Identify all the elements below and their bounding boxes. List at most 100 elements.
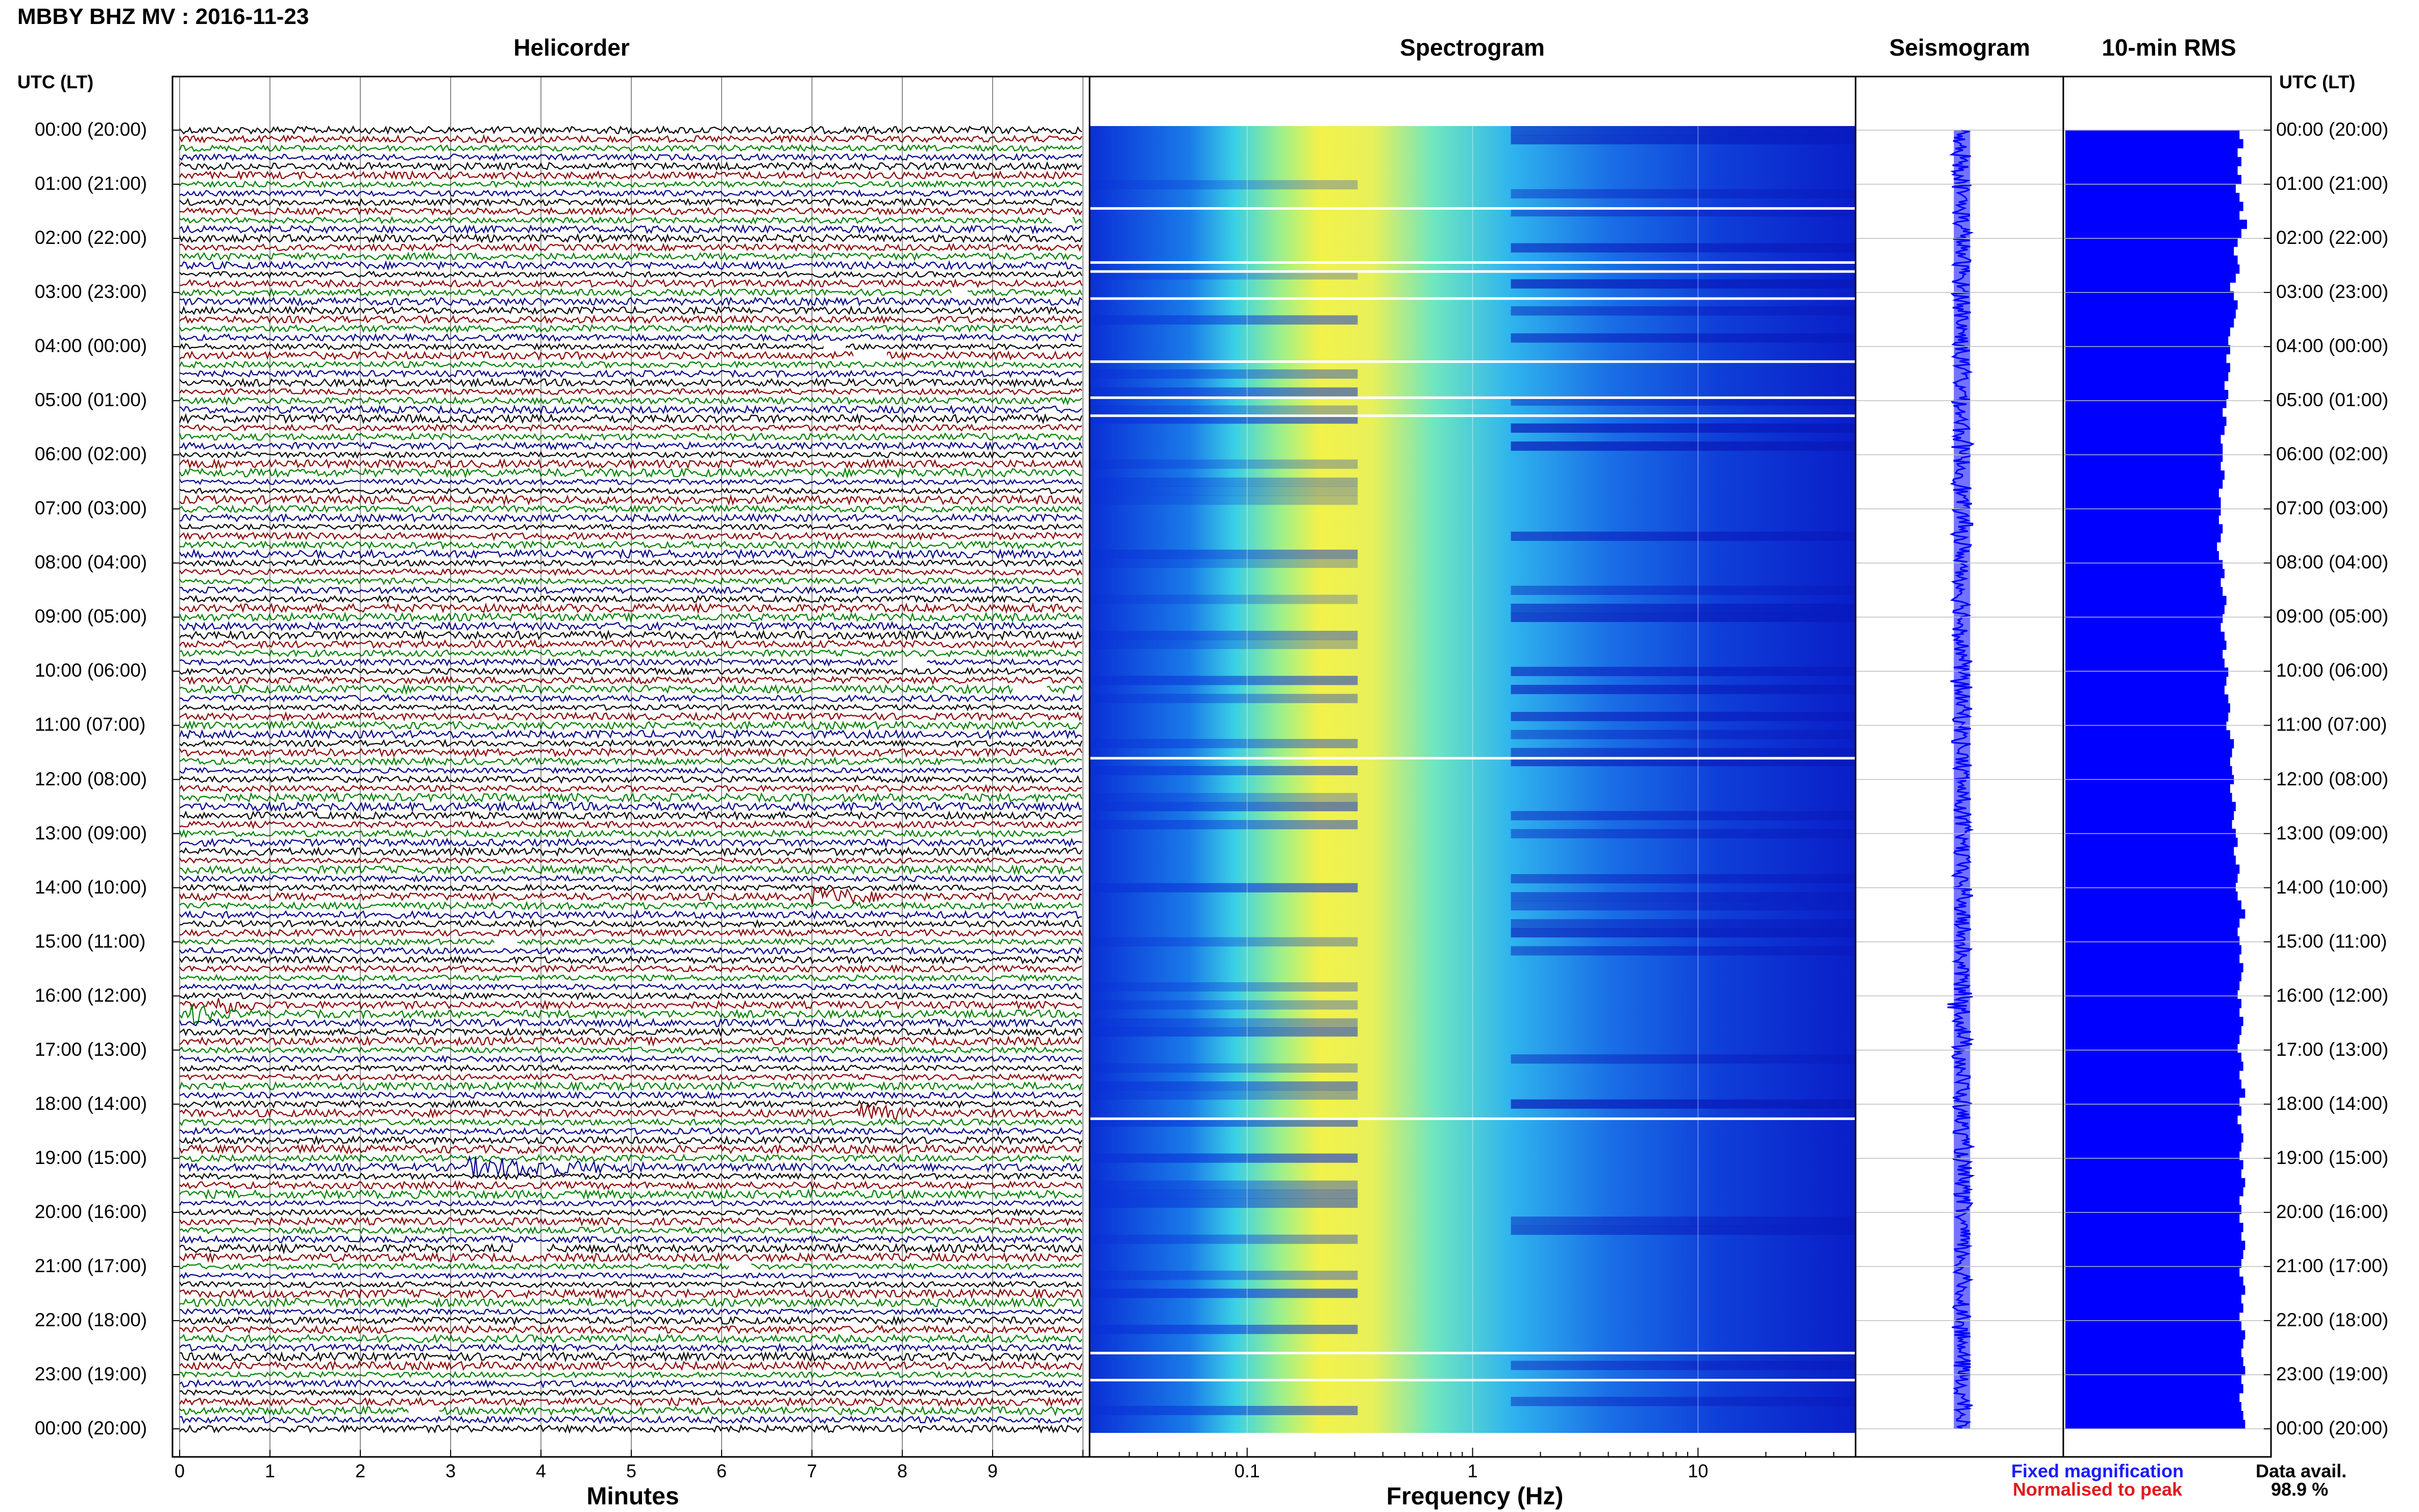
rms-bar <box>2065 1303 2243 1313</box>
spectrogram-strip <box>1090 631 1358 640</box>
helicorder-trace-row <box>179 857 1082 864</box>
helicorder-gap <box>853 350 887 361</box>
rms-bar <box>2065 479 2223 489</box>
helicorder-trace-row <box>179 369 1082 379</box>
helicorder-trace-row <box>179 1035 1082 1047</box>
rms-bar <box>2065 560 2223 569</box>
spectrogram-strip <box>1090 1081 1358 1091</box>
time-label-left: 23:00 (19:00) <box>35 1363 147 1384</box>
rms-bar <box>2065 954 2240 963</box>
rms-bar <box>2065 1052 2241 1062</box>
helicorder-trace-row <box>179 577 1082 586</box>
rms-bar <box>2065 1213 2240 1223</box>
rms-bar <box>2065 640 2227 650</box>
spectrogram-strip <box>1511 919 1856 929</box>
helicorder-traces <box>179 125 1083 1434</box>
helicorder-trace-row <box>179 900 1082 911</box>
frequency-tick-label: 0.1 <box>1234 1460 1260 1481</box>
data-availability-value: 98.9 % <box>2271 1479 2329 1500</box>
rms-bar <box>2065 730 2230 740</box>
spectrogram-strip <box>1511 685 1856 695</box>
rms-bar <box>2065 569 2225 579</box>
rms-bar <box>2065 1249 2243 1259</box>
helicorder-gap <box>823 341 846 352</box>
rms-bar <box>2065 900 2241 910</box>
rms-bar <box>2065 936 2240 946</box>
data-availability-label: Data avail. <box>2256 1460 2347 1481</box>
helicorder-trace-row <box>179 801 1082 813</box>
time-label-right: 13:00 (09:00) <box>2276 822 2389 844</box>
rms-bar <box>2065 927 2238 937</box>
rms-bar <box>2065 1276 2243 1286</box>
rms-bar <box>2065 1133 2243 1143</box>
rms-bar <box>2065 318 2234 328</box>
helicorder-trace-row <box>179 432 1082 441</box>
helicorder-trace-row <box>179 513 1082 523</box>
frequency-tick-label: 1 <box>1467 1460 1478 1481</box>
helicorder-trace-row <box>179 531 1082 541</box>
spectrogram-strip <box>1511 189 1856 199</box>
spectrogram-strip <box>1090 883 1358 893</box>
spectrogram-strip <box>1090 315 1358 325</box>
rms-bar <box>2065 667 2229 677</box>
spectrogram-strip <box>1511 829 1856 838</box>
helicorder-trace-row <box>179 982 1082 991</box>
rms-bar <box>2065 864 2240 874</box>
rms-bar <box>2065 587 2223 597</box>
spectrogram-strip <box>1090 1000 1358 1010</box>
time-label-left: 20:00 (16:00) <box>35 1201 147 1222</box>
spectrogram-strip <box>1090 1018 1358 1028</box>
spectrogram-strip <box>1090 792 1358 803</box>
spectrogram-strip <box>1511 441 1856 451</box>
utc-lt-label-left: UTC (LT) <box>17 71 94 92</box>
spectrogram-gap-line <box>1090 270 1856 273</box>
helicorder-trace-row <box>179 387 1082 396</box>
helicorder-trace-row <box>179 1379 1082 1389</box>
spectrogram-strip <box>1511 874 1856 884</box>
time-label-left: 08:00 (04:00) <box>35 552 147 573</box>
helicorder-trace-row <box>179 548 1083 560</box>
spectrogram-strip <box>1090 369 1358 379</box>
rms-bar <box>2065 488 2219 498</box>
helicorder-trace-row <box>179 1027 1082 1037</box>
helicorder-trace-row <box>179 1102 1082 1120</box>
spectrogram-gap-line <box>1090 297 1856 300</box>
rms-bar <box>2065 255 2238 265</box>
rms-bar <box>2065 1393 2240 1402</box>
helicorder-trace-row <box>179 1090 1082 1100</box>
rms-bar <box>2065 139 2243 148</box>
helicorder-trace-row <box>179 1307 1082 1316</box>
helicorder-trace-row <box>179 144 1082 153</box>
helicorder-trace-row <box>179 1262 1082 1271</box>
helicorder-trace-row <box>179 747 1082 758</box>
rms-bar <box>2065 1241 2245 1250</box>
helicorder-trace-row <box>179 451 1082 459</box>
rms-bar <box>2065 1231 2241 1242</box>
spectrogram-strip <box>1090 1027 1358 1037</box>
spectrogram-strip <box>1511 612 1856 622</box>
rms-bar <box>2065 229 2241 238</box>
helicorder-trace-row <box>179 791 1083 804</box>
helicorder-trace-row <box>179 585 1082 595</box>
helicorder-trace-row <box>179 1297 1082 1309</box>
helicorder-gap <box>494 936 517 947</box>
helicorder-trace-row <box>179 478 1082 486</box>
rms-bar <box>2065 1410 2243 1421</box>
helicorder-trace-row <box>179 1226 1082 1235</box>
helicorder-trace-row <box>179 829 1082 839</box>
helicorder-trace-row <box>179 775 1082 784</box>
rms-bar <box>2065 1285 2245 1295</box>
spectrogram-gap-line <box>1090 1117 1856 1120</box>
rms-bar <box>2065 1160 2243 1170</box>
rms-bar <box>2065 219 2247 229</box>
rms-bar <box>2065 1061 2243 1071</box>
rms-bar <box>2065 1196 2240 1205</box>
rms-bar <box>2065 390 2229 400</box>
helicorder-gap <box>951 287 968 298</box>
helicorder-trace-row <box>179 846 1082 857</box>
rms-bar <box>2065 963 2243 973</box>
helicorder-trace-row <box>179 134 1082 144</box>
time-label-right: 17:00 (13:00) <box>2276 1038 2389 1060</box>
time-label-left: 22:00 (18:00) <box>35 1309 147 1330</box>
spectrogram-strip <box>1090 459 1358 469</box>
